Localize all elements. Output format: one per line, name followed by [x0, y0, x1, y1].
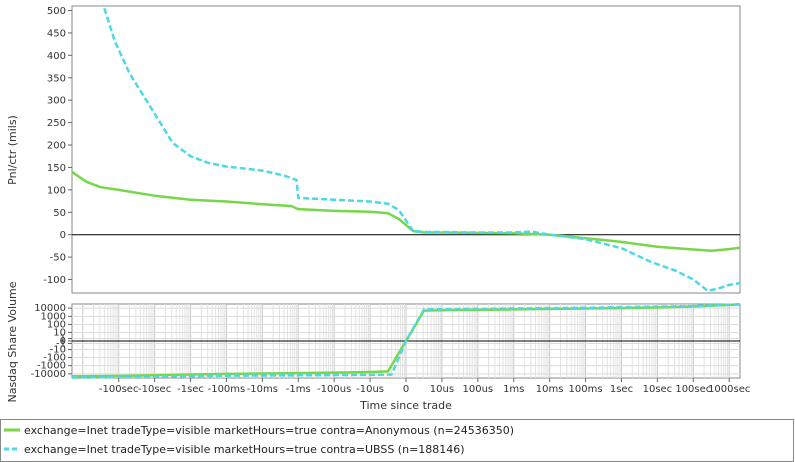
x-tick-label: 100sec — [675, 384, 711, 395]
x-tick-label: 10ms — [536, 384, 564, 395]
series-line-volume-2 — [71, 302, 741, 379]
series-line-volume-1 — [71, 303, 741, 378]
top-y-tick-label: 150 — [47, 163, 66, 174]
bottom-y-tick-label: 0 — [60, 336, 66, 347]
x-tick-label: 100us — [463, 384, 494, 395]
x-tick-label: -10ms — [247, 384, 278, 395]
legend-items: exchange=Inet tradeType=visible marketHo… — [4, 424, 514, 456]
top-y-tick-label: 400 — [47, 51, 66, 62]
x-tick-label: -10us — [356, 384, 384, 395]
bottom-y-tick-label: -1 — [56, 338, 66, 349]
top-y-tick-label: 500 — [47, 6, 66, 17]
x-axis: -100sec -10sec -1sec -100ms -10ms -1ms -100us -… — [99, 378, 750, 395]
top-y-tick-label: -50 — [50, 253, 66, 264]
series-line-pnl-2 — [103, 7, 741, 293]
top-y-axis: -100 -50 0 50 100 150 200 250 300 350 400 450 500 — [43, 6, 72, 286]
x-axis-title: Time since trade — [359, 399, 452, 412]
bottom-y-tick-label: 100 — [47, 320, 66, 331]
x-tick-label: 1sec — [610, 384, 633, 395]
bottom-y-tick-label: -10 — [50, 345, 66, 356]
x-tick-label: -1ms — [286, 384, 311, 395]
top-panel: -100 -50 0 50 100 150 200 250 300 350 400 450 500 Pn… — [6, 5, 741, 294]
x-tick-label: 0 — [403, 384, 409, 395]
top-y-tick-label: 350 — [47, 73, 66, 84]
top-y-tick-label: 100 — [47, 185, 66, 196]
top-y-tick-label: 200 — [47, 141, 66, 152]
legend: exchange=Inet tradeType=visible marketHo… — [0, 419, 794, 462]
bottom-y-tick-label: -1000 — [37, 361, 66, 372]
legend-box — [0, 419, 794, 462]
top-y-tick-label: -100 — [43, 275, 66, 286]
bottom-y-tick-label: 10000 — [34, 303, 66, 314]
bottom-y-tick-label: 1 — [60, 334, 66, 345]
top-y-axis-title: Pnl/ctr (mils) — [6, 115, 19, 185]
legend-label-2: exchange=Inet tradeType=visible marketHo… — [24, 443, 465, 456]
x-tick-label: -100sec — [99, 384, 139, 395]
x-tick-label: -100ms — [208, 384, 246, 395]
x-tick-label: -10sec — [138, 384, 171, 395]
top-y-tick-label: 50 — [53, 208, 66, 219]
top-y-tick-label: 0 — [60, 230, 66, 241]
bottom-y-tick-label: -100 — [43, 352, 66, 363]
top-series-group — [71, 7, 741, 293]
bottom-y-tick-label: 10 — [53, 327, 66, 338]
top-y-tick-label: 300 — [47, 96, 66, 107]
bottom-series-group — [71, 302, 741, 379]
bottom-y-tick-label: 1000 — [41, 311, 66, 322]
x-tick-label: 100ms — [569, 384, 603, 395]
x-tick-label: 10sec — [643, 384, 673, 395]
x-tick-label: -1sec — [177, 384, 204, 395]
top-y-tick-label: 450 — [47, 28, 66, 39]
x-tick-label: 1ms — [503, 384, 524, 395]
x-tick-label: -100us — [317, 384, 351, 395]
top-y-tick-label: 250 — [47, 118, 66, 129]
series-line-pnl-1 — [71, 170, 741, 253]
bottom-y-tick-label: -10000 — [31, 369, 66, 380]
x-tick-label: 10us — [430, 384, 454, 395]
top-plot-area — [71, 5, 741, 294]
bottom-y-axis-title: Nasdaq Share Volume — [6, 281, 19, 402]
x-tick-label: 1000sec — [708, 384, 750, 395]
legend-label-1: exchange=Inet tradeType=visible marketHo… — [24, 424, 514, 437]
